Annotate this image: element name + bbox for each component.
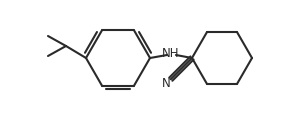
Text: NH: NH	[162, 47, 180, 60]
Text: N: N	[162, 77, 171, 90]
